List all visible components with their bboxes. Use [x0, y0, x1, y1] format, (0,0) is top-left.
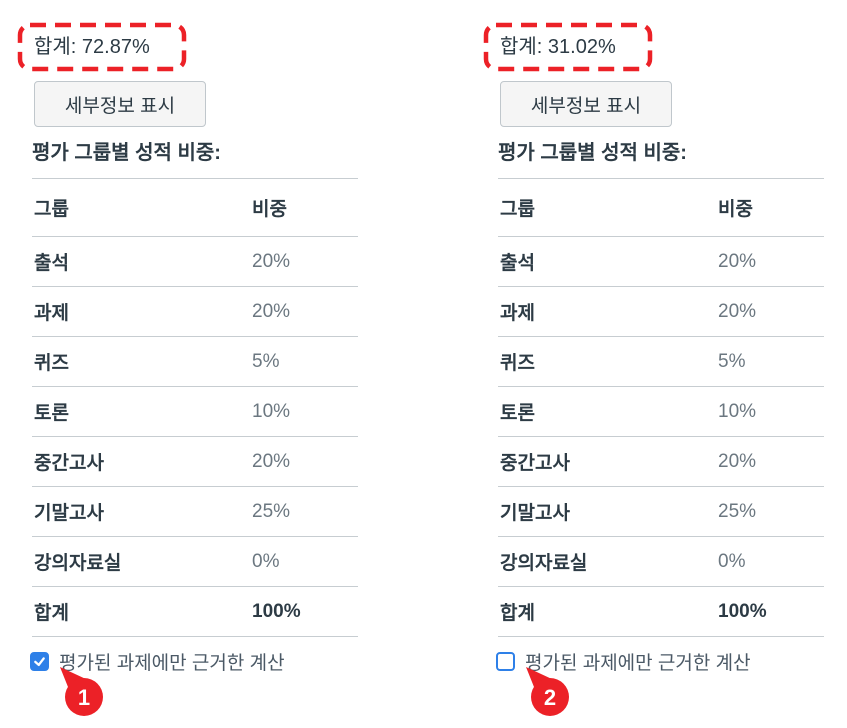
weights-heading: 평가 그룹별 성적 비중: [32, 142, 221, 164]
table-row: 과제 20% [498, 286, 824, 337]
group-weight: 20% [716, 286, 824, 337]
show-details-button[interactable]: 세부정보 표시 [34, 81, 206, 127]
graded-only-checkbox[interactable] [496, 652, 515, 671]
table-row: 퀴즈 5% [498, 336, 824, 387]
group-weight: 10% [250, 386, 358, 437]
group-name: 기말고사 [32, 486, 250, 537]
group-weight: 100% [250, 586, 358, 637]
group-name: 퀴즈 [498, 336, 716, 387]
grade-weights-table: 그룹 비중 출석 20% 과제 20% 퀴즈 5% 토론 10% 중간고사 [32, 178, 358, 637]
table-row: 토론 10% [32, 386, 358, 437]
step-1-annotation-badge: 1 [60, 667, 103, 716]
group-weight: 0% [250, 536, 358, 587]
table-row: 기말고사 25% [498, 486, 824, 537]
group-name: 기말고사 [498, 486, 716, 537]
weights-heading: 평가 그룹별 성적 비중: [498, 142, 687, 164]
column-header-group: 그룹 [32, 178, 250, 237]
group-weight: 20% [250, 236, 358, 287]
column-header-weight: 비중 [250, 178, 358, 237]
graded-only-label: 평가된 과제에만 근거한 계산 [525, 653, 751, 674]
grade-summary-panel-left: 합계: 72.87% 세부정보 표시 평가 그룹별 성적 비중: 그룹 비중 출… [17, 0, 372, 728]
group-name: 강의자료실 [32, 536, 250, 587]
total-grade-callout: 합계: 31.02% [483, 22, 653, 72]
group-weight: 25% [250, 486, 358, 537]
column-header-weight: 비중 [716, 178, 824, 237]
table-row: 중간고사 20% [32, 436, 358, 487]
group-name: 강의자료실 [498, 536, 716, 587]
group-name: 출석 [498, 236, 716, 287]
total-grade-value: 합계: 72.87% [34, 36, 150, 58]
table-row: 출석 20% [498, 236, 824, 287]
group-name: 합계 [32, 586, 250, 637]
group-name: 토론 [32, 386, 250, 437]
group-name: 합계 [498, 586, 716, 637]
group-name: 중간고사 [32, 436, 250, 487]
total-grade-callout: 합계: 72.87% [17, 22, 187, 72]
table-row: 중간고사 20% [498, 436, 824, 487]
group-weight: 20% [250, 286, 358, 337]
group-name: 퀴즈 [32, 336, 250, 387]
step-2-annotation-badge: 2 [526, 667, 569, 716]
group-weight: 20% [716, 236, 824, 287]
table-header-row: 그룹 비중 [498, 178, 824, 237]
table-total-row: 합계 100% [32, 586, 358, 637]
step-number: 2 [544, 685, 556, 710]
step-number: 1 [78, 685, 90, 710]
show-details-button[interactable]: 세부정보 표시 [500, 81, 672, 127]
table-row: 과제 20% [32, 286, 358, 337]
table-row: 출석 20% [32, 236, 358, 287]
group-weight: 100% [716, 586, 824, 637]
group-weight: 10% [716, 386, 824, 437]
table-row: 기말고사 25% [32, 486, 358, 537]
group-name: 중간고사 [498, 436, 716, 487]
table-row: 강의자료실 0% [32, 536, 358, 587]
total-grade-value: 합계: 31.02% [500, 36, 616, 58]
table-row: 토론 10% [498, 386, 824, 437]
table-row: 퀴즈 5% [32, 336, 358, 387]
group-weight: 25% [716, 486, 824, 537]
table-row: 강의자료실 0% [498, 536, 824, 587]
graded-only-option: 평가된 과제에만 근거한 계산 [496, 648, 751, 675]
group-name: 토론 [498, 386, 716, 437]
group-weight: 20% [250, 436, 358, 487]
group-weight: 5% [250, 336, 358, 387]
grade-summary-panel-right: 합계: 31.02% 세부정보 표시 평가 그룹별 성적 비중: 그룹 비중 출… [483, 0, 838, 728]
column-header-group: 그룹 [498, 178, 716, 237]
group-weight: 20% [716, 436, 824, 487]
graded-only-option: 평가된 과제에만 근거한 계산 [30, 648, 285, 675]
group-name: 과제 [32, 286, 250, 337]
grade-weights-table: 그룹 비중 출석 20% 과제 20% 퀴즈 5% 토론 10% 중간고사 [498, 178, 824, 637]
group-weight: 5% [716, 336, 824, 387]
checkmark-icon [34, 657, 45, 667]
group-weight: 0% [716, 536, 824, 587]
table-header-row: 그룹 비중 [32, 178, 358, 237]
group-name: 과제 [498, 286, 716, 337]
graded-only-label: 평가된 과제에만 근거한 계산 [59, 653, 285, 674]
group-name: 출석 [32, 236, 250, 287]
graded-only-checkbox[interactable] [30, 652, 49, 671]
table-total-row: 합계 100% [498, 586, 824, 637]
